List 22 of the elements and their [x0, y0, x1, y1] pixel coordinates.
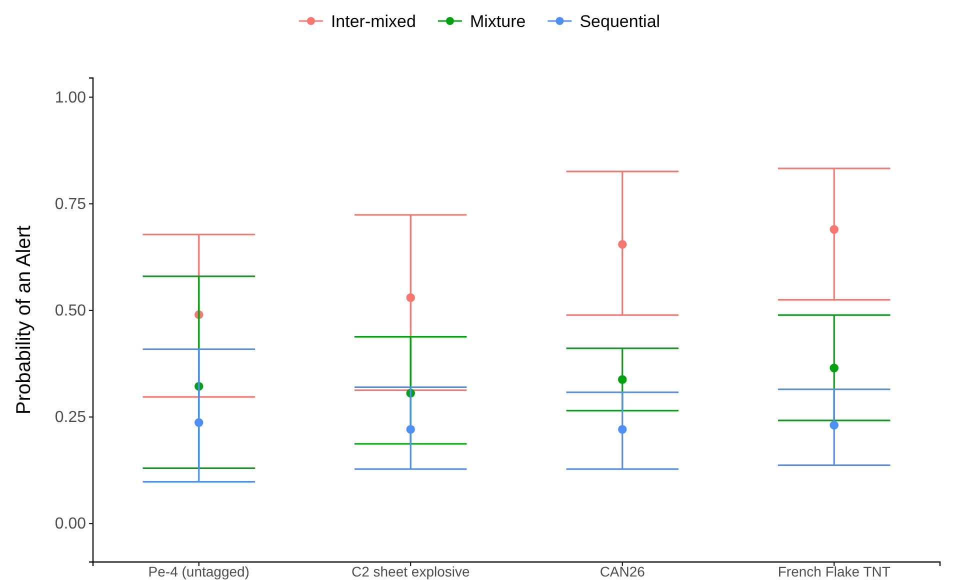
point — [830, 225, 838, 234]
point — [830, 420, 838, 430]
point — [618, 240, 627, 249]
y-tick-label: 0.00 — [54, 516, 86, 533]
point — [618, 375, 627, 384]
y-tick-label: 0.25 — [54, 409, 86, 426]
legend-label: Sequential — [580, 12, 660, 31]
legend-label: Mixture — [470, 12, 526, 31]
x-tick-label: Pe-4 (untagged) — [148, 564, 250, 580]
y-axis-title: Probability of an Alert — [13, 225, 35, 414]
point — [406, 425, 415, 434]
y-tick-label: 1.00 — [54, 89, 86, 106]
point — [830, 364, 838, 372]
legend-label: Inter-mixed — [330, 12, 416, 31]
point — [406, 293, 415, 302]
y-tick-label: 0.75 — [54, 196, 86, 213]
x-tick-label: CAN26 — [600, 564, 646, 580]
y-tick-label: 0.50 — [54, 302, 86, 320]
x-tick-label: French Flake TNT — [778, 564, 891, 580]
point — [194, 418, 204, 427]
x-tick-label: C2 sheet explosive — [351, 564, 470, 580]
point — [618, 425, 627, 434]
